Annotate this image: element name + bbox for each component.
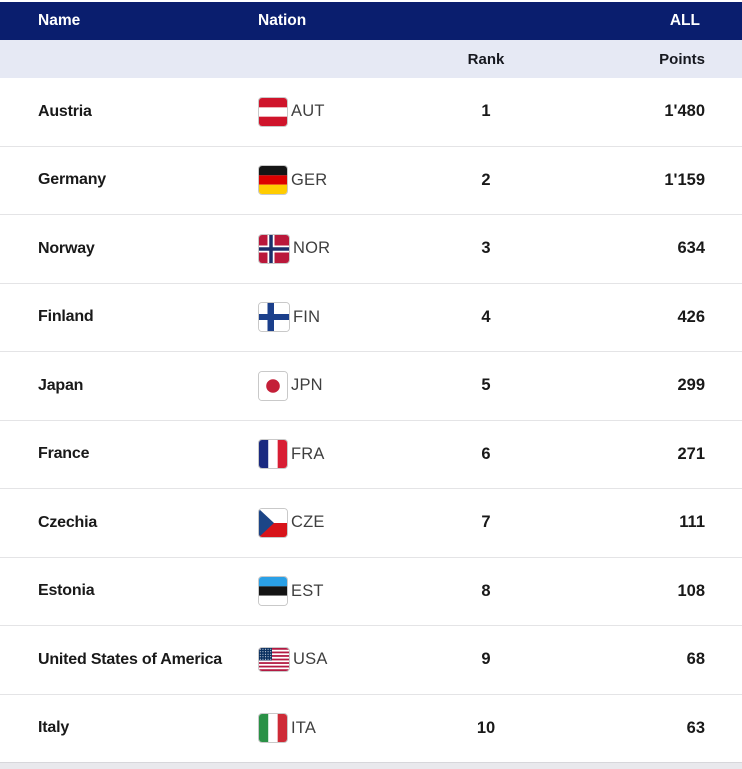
nation-name: United States of America xyxy=(38,650,222,668)
nation-cell: FRA xyxy=(258,439,428,470)
nation-cell: JPN xyxy=(258,370,428,401)
nation-cell: FIN xyxy=(258,302,428,333)
nation-code: USA xyxy=(293,650,328,669)
nation-cell: CZE xyxy=(258,507,428,538)
nation-points: 108 xyxy=(677,581,705,600)
nation-points: 1'159 xyxy=(664,170,705,189)
nation-code: FIN xyxy=(293,307,321,326)
flag-ger-icon xyxy=(258,165,288,196)
nation-rank: 1 xyxy=(481,102,491,121)
nation-name: Italy xyxy=(38,719,70,737)
table-subheader: Rank Points xyxy=(0,40,742,78)
nation-rank: 7 xyxy=(481,513,491,532)
nation-name: Estonia xyxy=(38,582,95,600)
bottom-divider xyxy=(0,762,742,769)
table-row[interactable]: Japan JPN 5 299 xyxy=(0,351,742,420)
col-header-nation: Nation xyxy=(258,12,307,29)
col-header-all: ALL xyxy=(669,12,700,29)
nation-rank: 8 xyxy=(481,581,491,600)
nation-code: FRA xyxy=(291,444,325,463)
nation-code: AUT xyxy=(291,102,325,121)
flag-jpn-icon xyxy=(258,370,288,401)
nation-cell: USA xyxy=(258,647,428,673)
table-row[interactable]: Italy ITA 10 63 xyxy=(0,693,742,762)
flag-est-icon xyxy=(258,576,288,607)
nation-name: France xyxy=(38,445,90,463)
nation-cell: EST xyxy=(258,576,428,607)
nation-points: 63 xyxy=(686,718,705,737)
nation-points: 426 xyxy=(677,307,705,326)
nation-code: NOR xyxy=(293,239,331,258)
table-row[interactable]: Finland FIN 4 426 xyxy=(0,282,742,351)
flag-aut-icon xyxy=(258,96,288,127)
nation-points: 1'480 xyxy=(664,102,705,121)
table-row[interactable]: France FRA 6 271 xyxy=(0,419,742,488)
nation-name: Austria xyxy=(38,102,92,120)
col-subheader-points: Points xyxy=(659,50,705,68)
nation-rank: 9 xyxy=(481,650,491,669)
nation-rank: 4 xyxy=(481,307,491,326)
nation-name: Czechia xyxy=(38,513,98,531)
nation-name: Norway xyxy=(38,239,95,257)
nation-cell: ITA xyxy=(258,713,428,744)
nation-rank: 10 xyxy=(476,718,496,737)
nation-code: CZE xyxy=(291,513,325,532)
nation-cell: GER xyxy=(258,165,428,196)
nation-cell: AUT xyxy=(258,96,428,127)
flag-cze-icon xyxy=(258,507,288,538)
nation-code: ITA xyxy=(291,718,317,737)
col-subheader-rank: Rank xyxy=(467,50,505,68)
nation-code: JPN xyxy=(291,376,323,395)
flag-nor-icon xyxy=(258,233,290,264)
nation-code: GER xyxy=(291,170,328,189)
nation-rank: 6 xyxy=(481,444,491,463)
table-row[interactable]: Czechia CZE 7 111 xyxy=(0,488,742,557)
nation-points: 299 xyxy=(677,376,705,395)
flag-usa-icon xyxy=(258,647,290,673)
nation-points: 271 xyxy=(677,444,705,463)
table-header: Name Nation ALL xyxy=(0,2,742,40)
nation-rank: 3 xyxy=(481,239,491,258)
nation-name: Finland xyxy=(38,308,94,326)
col-header-name: Name xyxy=(38,12,81,29)
flag-fra-icon xyxy=(258,439,288,470)
table-row[interactable]: Estonia EST 8 108 xyxy=(0,556,742,625)
nation-name: Germany xyxy=(38,171,106,189)
nation-rank: 5 xyxy=(481,376,491,395)
nation-cell: NOR xyxy=(258,233,428,264)
flag-ita-icon xyxy=(258,713,288,744)
nation-name: Japan xyxy=(38,376,84,394)
table-row[interactable]: Germany GER 2 1'159 xyxy=(0,145,742,214)
flag-fin-icon xyxy=(258,302,290,333)
nation-points: 634 xyxy=(677,239,705,258)
nation-code: EST xyxy=(291,581,324,600)
standings-rows: Austria AUT 1 1'480 Germany GER 2 1'159 … xyxy=(0,78,742,762)
table-row[interactable]: Norway NOR 3 634 xyxy=(0,214,742,283)
nation-points: 111 xyxy=(679,513,705,532)
nation-points: 68 xyxy=(686,650,705,669)
nation-rank: 2 xyxy=(481,170,491,189)
table-row[interactable]: Austria AUT 1 1'480 xyxy=(0,78,742,146)
table-row[interactable]: United States of America USA 9 68 xyxy=(0,625,742,694)
